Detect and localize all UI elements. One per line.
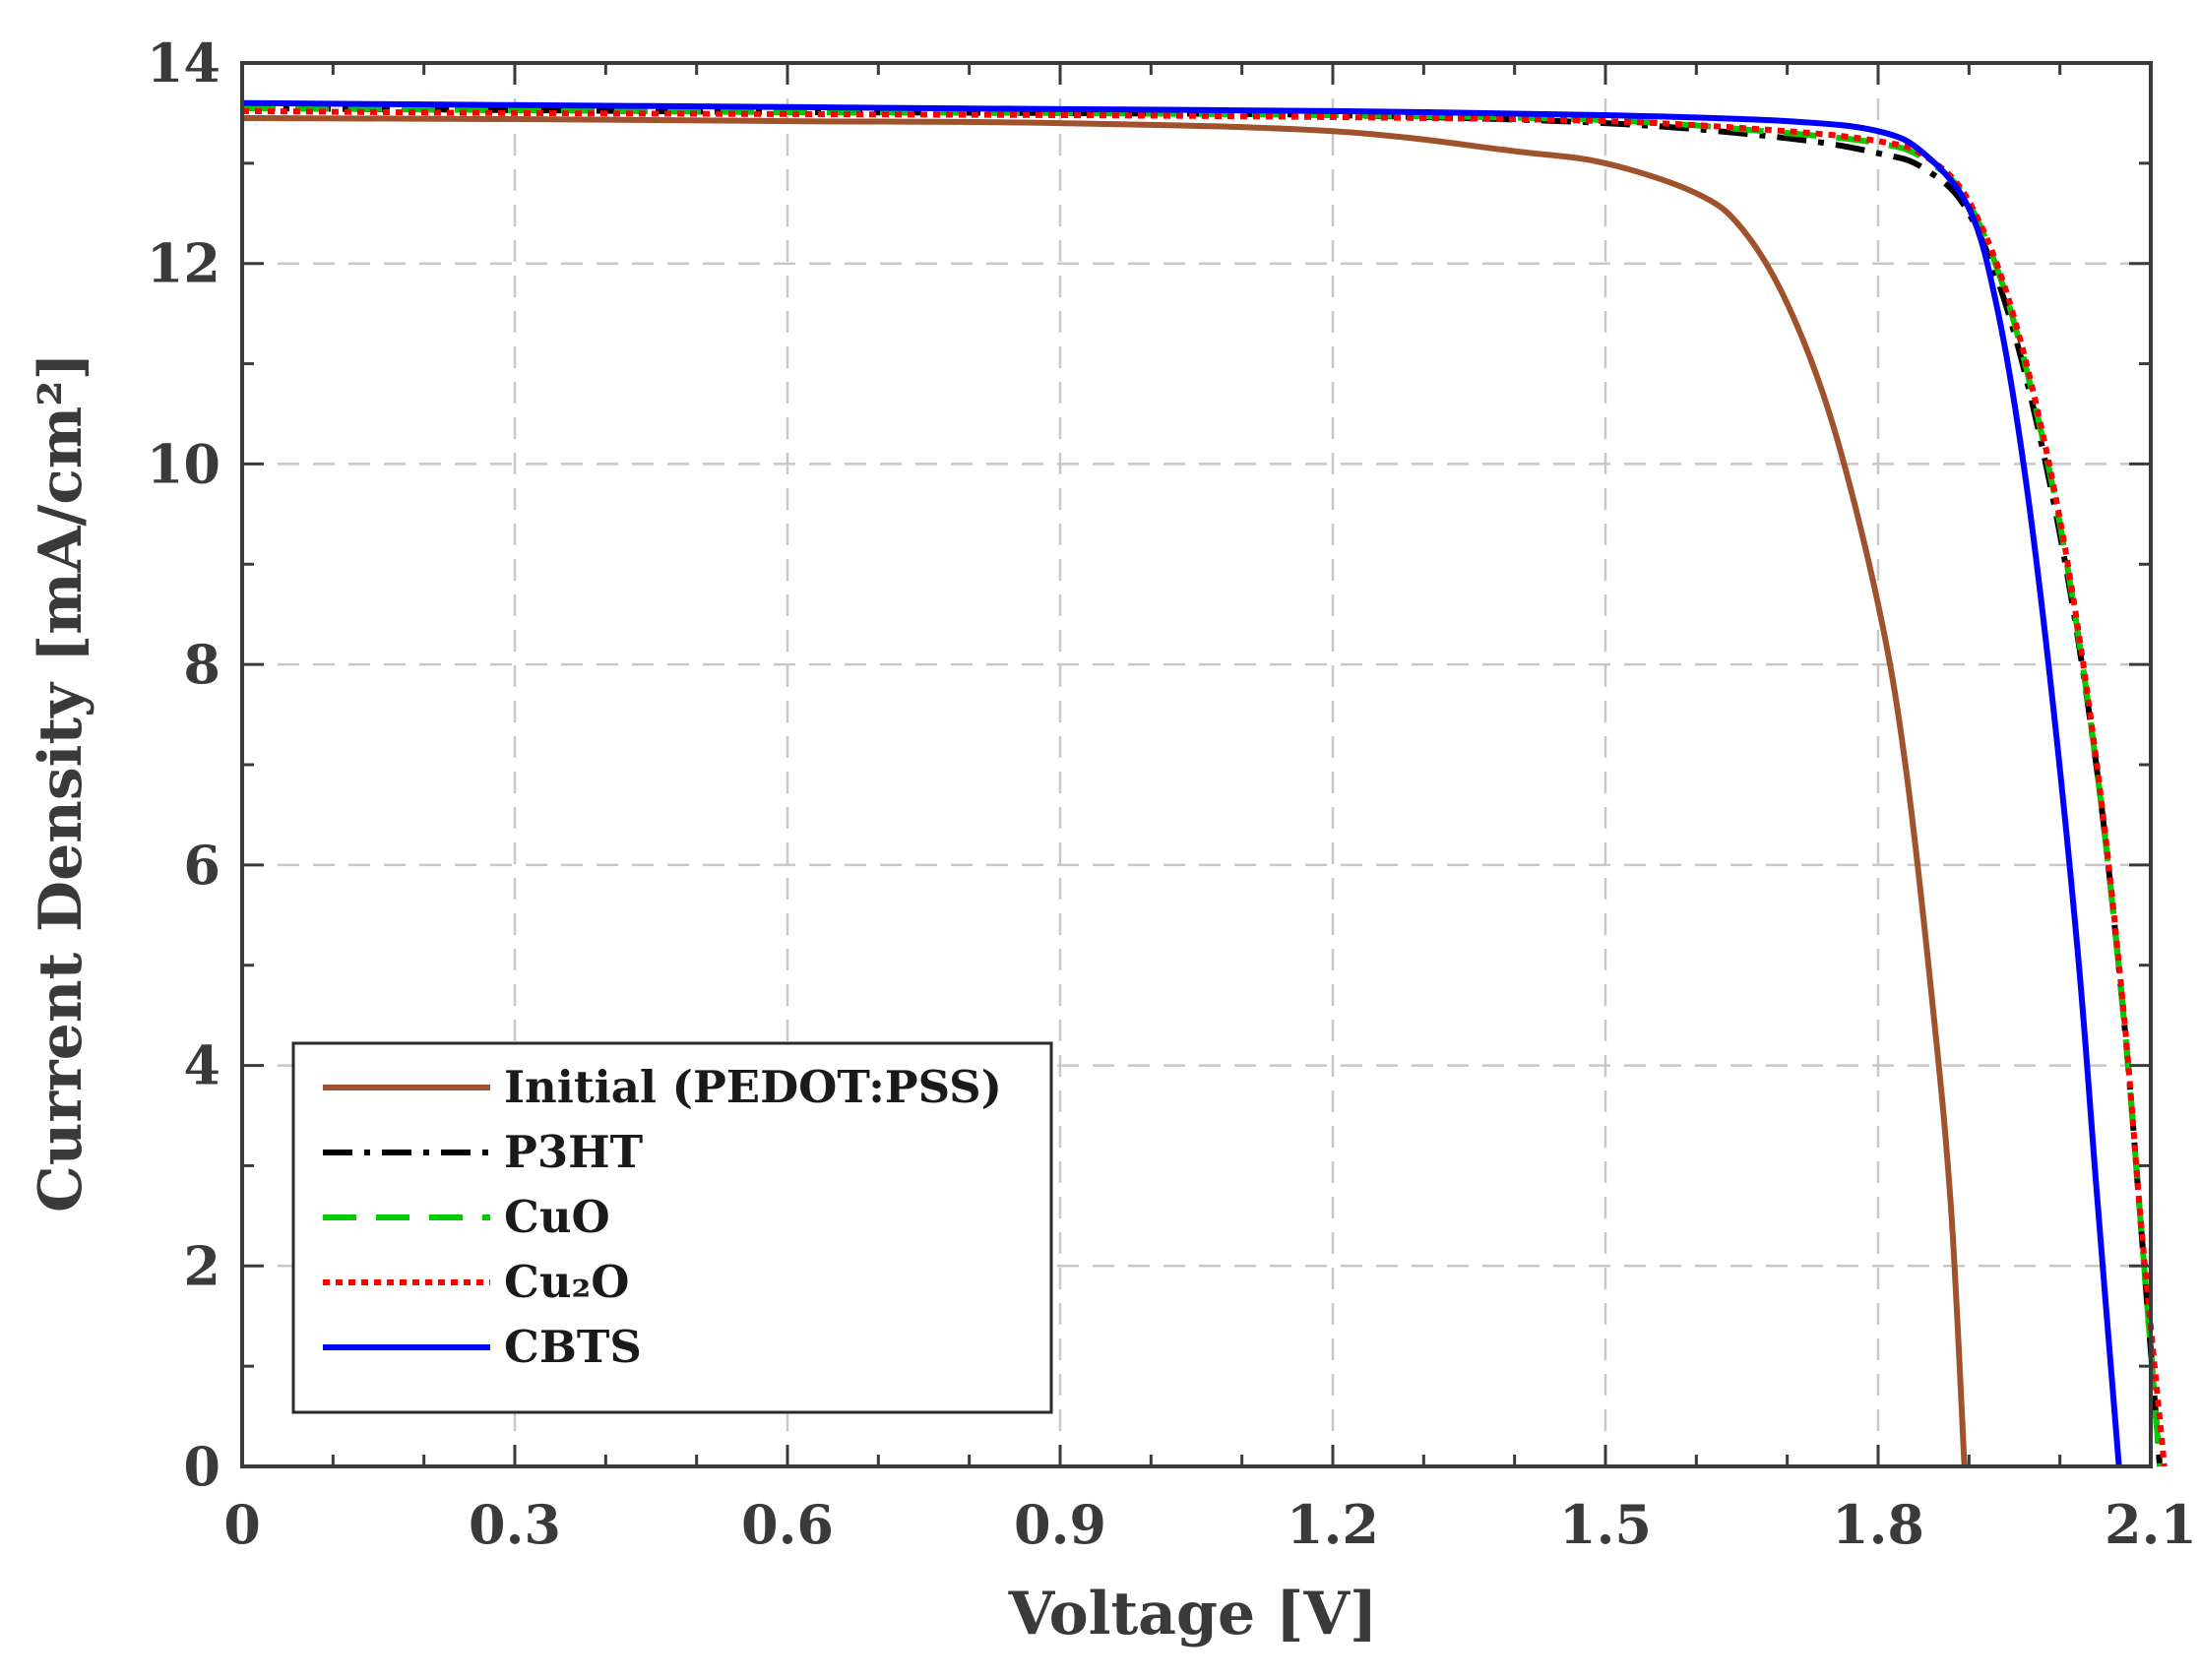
y-tick-label: 12 xyxy=(147,232,220,295)
series-lines xyxy=(241,99,2168,1467)
y-tick-label: 14 xyxy=(147,31,220,94)
axes-frame xyxy=(240,61,2153,1468)
y-axis-title: Current Density [mA/cm²] xyxy=(27,352,95,1213)
x-tick-label: 1.8 xyxy=(1832,1493,1924,1556)
y-tick-label: 10 xyxy=(147,432,220,495)
x-tick-label: 2.1 xyxy=(2105,1493,2197,1556)
legend-box xyxy=(291,1041,1053,1414)
y-tick-label: 2 xyxy=(183,1234,220,1297)
x-tick-label: 0.9 xyxy=(1014,1493,1106,1556)
x-axis-title: Voltage [V] xyxy=(1008,1580,1378,1649)
x-tick-label: 1.2 xyxy=(1287,1493,1379,1556)
y-tick-label: 4 xyxy=(183,1034,220,1097)
legend-label: P3HT xyxy=(504,1126,644,1178)
series-line-2 xyxy=(241,104,2164,1467)
y-tick-label: 8 xyxy=(183,633,220,696)
series-line-0 xyxy=(241,115,1968,1467)
x-tick-label: 0 xyxy=(223,1493,261,1556)
legend: Initial (PEDOT:PSS) P3HT CuO Cu₂O CBTS xyxy=(291,1041,1053,1414)
legend-label: Cu₂O xyxy=(504,1256,629,1308)
y-tick-label: 6 xyxy=(183,834,220,897)
legend-label: CBTS xyxy=(504,1321,642,1373)
y-tick-label: 0 xyxy=(183,1435,220,1498)
legend-label: Initial (PEDOT:PSS) xyxy=(504,1061,1002,1113)
x-tick-label: 1.5 xyxy=(1559,1493,1652,1556)
legend-label: CuO xyxy=(504,1191,610,1243)
x-tick-label: 0.3 xyxy=(469,1493,561,1556)
x-tick-label: 0.6 xyxy=(741,1493,834,1556)
tick-labels: 0 0.3 0.6 0.9 1.2 1.5 1.8 2.1 0 2 4 6 8 10 12 14 xyxy=(147,31,2197,1556)
plot-frame xyxy=(240,61,2153,1468)
series-line-3 xyxy=(241,107,2168,1467)
series-line-4 xyxy=(241,99,2122,1467)
